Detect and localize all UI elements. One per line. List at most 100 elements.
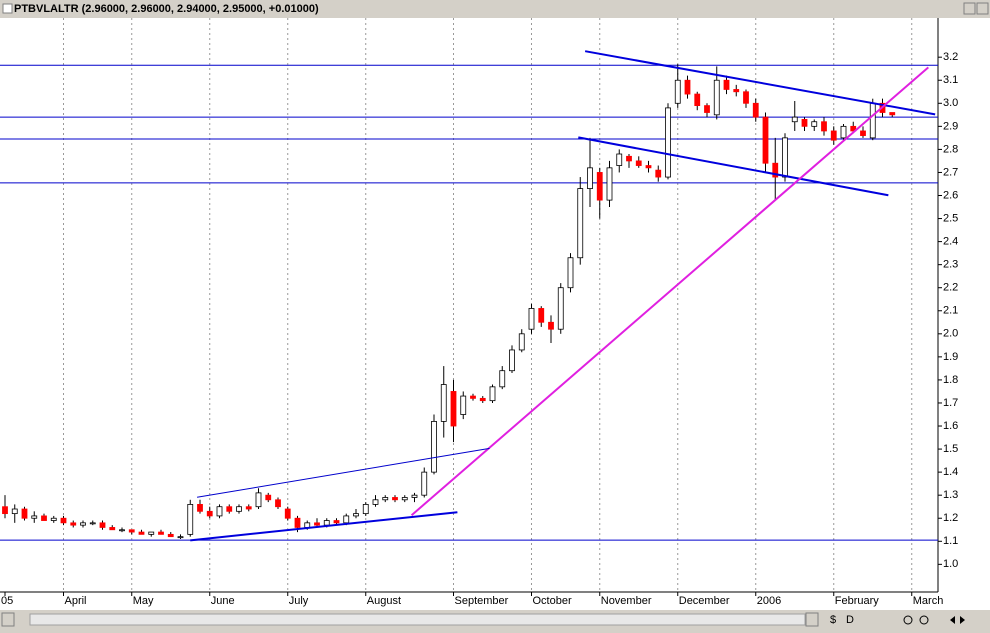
candle-body bbox=[635, 160, 642, 166]
candle-body bbox=[548, 321, 554, 330]
candle-body bbox=[353, 513, 359, 517]
x-tick-label: October bbox=[533, 595, 572, 607]
y-tick-label: 2.2 bbox=[943, 282, 958, 294]
close-button[interactable] bbox=[976, 2, 989, 15]
candle-body bbox=[304, 522, 311, 528]
y-tick-label: 1.2 bbox=[943, 512, 958, 524]
candle-body bbox=[372, 499, 379, 505]
scroll-arrows[interactable] bbox=[950, 616, 965, 624]
candle-body bbox=[869, 102, 876, 139]
candle-body bbox=[31, 515, 38, 519]
candle-body bbox=[665, 107, 671, 178]
candle-body bbox=[645, 165, 652, 169]
toolbar-d[interactable]: D bbox=[846, 614, 854, 626]
candle-body bbox=[187, 504, 194, 535]
scroll-right[interactable] bbox=[805, 612, 819, 627]
candle-body bbox=[11, 508, 18, 515]
candle-body bbox=[733, 89, 740, 93]
y-tick-label: 1.9 bbox=[943, 351, 958, 363]
candle-body bbox=[596, 172, 603, 201]
candle-body bbox=[713, 79, 720, 116]
candle-body bbox=[479, 397, 486, 402]
candle-body bbox=[323, 520, 330, 526]
chart-title: PTBVLALTR (2.96000, 2.96000, 2.94000, 2.… bbox=[14, 3, 319, 15]
x-tick-label: April bbox=[65, 595, 87, 607]
candle-body bbox=[41, 515, 47, 521]
y-tick-label: 1.5 bbox=[943, 443, 958, 455]
candle-body bbox=[158, 531, 164, 535]
candle-body bbox=[791, 116, 798, 123]
zoom-in[interactable] bbox=[919, 615, 929, 625]
candle-body bbox=[743, 91, 749, 104]
candle-body bbox=[577, 188, 584, 259]
title-icon bbox=[2, 3, 13, 14]
candle-body bbox=[567, 257, 574, 289]
trendline bbox=[196, 447, 490, 498]
scroll-thumb[interactable] bbox=[29, 613, 806, 626]
candle-body bbox=[850, 125, 857, 132]
candle-body bbox=[587, 167, 593, 189]
candle-body bbox=[119, 529, 125, 532]
trendline bbox=[410, 66, 929, 516]
candle-body bbox=[830, 130, 837, 141]
candle-body bbox=[509, 349, 515, 372]
candle-body bbox=[109, 527, 116, 531]
y-tick-label: 3.1 bbox=[943, 74, 958, 86]
candle-body bbox=[382, 497, 389, 501]
candle-body bbox=[421, 471, 428, 496]
y-tick-label: 1.6 bbox=[943, 420, 958, 432]
candle-body bbox=[528, 308, 535, 330]
candle-body bbox=[704, 105, 710, 113]
candle-body bbox=[392, 497, 398, 501]
candle-body bbox=[284, 508, 291, 519]
x-tick-label: February bbox=[835, 595, 880, 607]
y-tick-label: 1.1 bbox=[943, 535, 958, 547]
candle-body bbox=[499, 370, 506, 388]
plot-background bbox=[0, 18, 990, 610]
x-tick-label: November bbox=[601, 595, 652, 607]
candle-body bbox=[684, 79, 691, 95]
candle-body bbox=[557, 287, 564, 330]
candle-body bbox=[2, 506, 8, 515]
candle-body bbox=[362, 504, 369, 515]
scroll-left[interactable] bbox=[1, 612, 15, 627]
candle-body bbox=[772, 162, 779, 178]
candle-body bbox=[762, 116, 769, 164]
candle-body bbox=[50, 517, 57, 521]
x-tick-label: March bbox=[913, 595, 944, 607]
y-tick-label: 2.3 bbox=[943, 259, 958, 271]
candle-body bbox=[440, 384, 447, 422]
y-tick-label: 1.4 bbox=[943, 466, 958, 478]
candle-body bbox=[470, 395, 476, 399]
candle-body bbox=[206, 510, 213, 517]
x-tick-label: July bbox=[289, 595, 309, 607]
candle-body bbox=[216, 506, 223, 517]
zoom-out[interactable] bbox=[903, 615, 913, 625]
toolbar-dollar[interactable]: $ bbox=[830, 614, 836, 626]
x-tick-label: August bbox=[367, 595, 401, 607]
candle-body bbox=[782, 137, 788, 178]
restore-button[interactable] bbox=[963, 2, 976, 15]
trendline bbox=[584, 50, 936, 116]
y-tick-label: 1.3 bbox=[943, 489, 958, 501]
candle-body bbox=[21, 508, 28, 519]
candle-body bbox=[80, 522, 86, 526]
candle-body bbox=[401, 497, 408, 501]
candle-body bbox=[294, 517, 301, 528]
y-tick-label: 3.0 bbox=[943, 97, 958, 109]
candle-body bbox=[89, 522, 96, 525]
candle-body bbox=[197, 504, 203, 512]
candle-body bbox=[148, 531, 155, 535]
candle-body bbox=[674, 79, 681, 104]
x-tick-label: December bbox=[679, 595, 730, 607]
candle-body bbox=[811, 121, 818, 127]
candle-body bbox=[655, 169, 662, 178]
y-tick-label: 2.1 bbox=[943, 305, 958, 317]
x-tick-label: September bbox=[455, 595, 509, 607]
y-tick-label: 2.5 bbox=[943, 212, 958, 224]
candle-body bbox=[889, 112, 896, 116]
candle-body bbox=[460, 395, 467, 415]
candle-body bbox=[138, 531, 145, 535]
candle-body bbox=[343, 515, 350, 524]
candle-body bbox=[128, 529, 135, 533]
